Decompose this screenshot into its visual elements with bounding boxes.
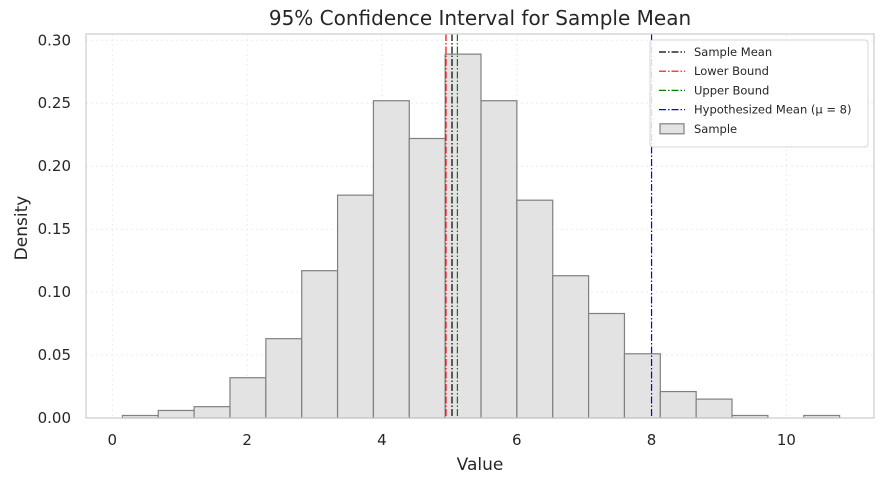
- legend-box: [649, 39, 869, 148]
- y-tick-label: 0.30: [38, 31, 71, 49]
- y-tick-label: 0.00: [38, 409, 71, 427]
- legend-entry: Hypothesized Mean (μ = 8): [694, 103, 851, 117]
- histogram-bar: [587, 312, 626, 419]
- legend-entry: Lower Bound: [694, 64, 769, 78]
- histogram-bar: [516, 199, 554, 419]
- x-axis-label: Value: [457, 455, 504, 475]
- x-tick-label: 0: [108, 431, 118, 449]
- histogram-bar: [372, 100, 410, 419]
- histogram-bar: [695, 398, 733, 419]
- y-tick-label: 0.20: [38, 157, 71, 175]
- histogram-bar: [480, 100, 518, 419]
- histogram-bar: [265, 338, 303, 419]
- y-axis-label: Density: [12, 196, 32, 261]
- histogram-bar: [193, 406, 231, 419]
- histogram-bar: [444, 53, 482, 419]
- legend-entry: Upper Bound: [694, 83, 769, 97]
- chart-title: 95% Confidence Interval for Sample Mean: [269, 6, 691, 30]
- x-tick-label: 4: [377, 431, 387, 449]
- histogram-bar: [623, 353, 661, 419]
- legend: Sample Mean Lower Bound Upper Bound Hypothe…: [649, 39, 869, 148]
- x-tick-label: 6: [512, 431, 522, 449]
- histogram-bar: [552, 275, 590, 419]
- plot-frame: [85, 33, 875, 419]
- y-axis-ticks: 0.00 0.05 0.10 0.15 0.20 0.25 0.30: [38, 31, 71, 427]
- x-tick-label: 10: [777, 431, 796, 449]
- histogram-bar: [157, 409, 195, 419]
- histogram-bar: [408, 137, 446, 419]
- x-tick-label: 2: [242, 431, 252, 449]
- y-tick-label: 0.25: [38, 94, 71, 112]
- legend-entry: Sample Mean: [694, 45, 772, 59]
- legend-bar-swatch: [659, 123, 685, 135]
- histogram-bar: [301, 270, 339, 419]
- histogram-bar: [336, 194, 375, 419]
- y-tick-label: 0.15: [38, 220, 71, 238]
- histogram-bar: [659, 390, 697, 419]
- legend-entry: Sample: [694, 122, 737, 136]
- x-tick-label: 8: [647, 431, 657, 449]
- histogram-bar: [229, 377, 267, 419]
- y-tick-label: 0.10: [38, 283, 71, 301]
- histogram-bars: [121, 53, 841, 419]
- x-axis-ticks: 0 2 4 6 8 10: [108, 431, 796, 449]
- y-tick-label: 0.05: [38, 346, 71, 364]
